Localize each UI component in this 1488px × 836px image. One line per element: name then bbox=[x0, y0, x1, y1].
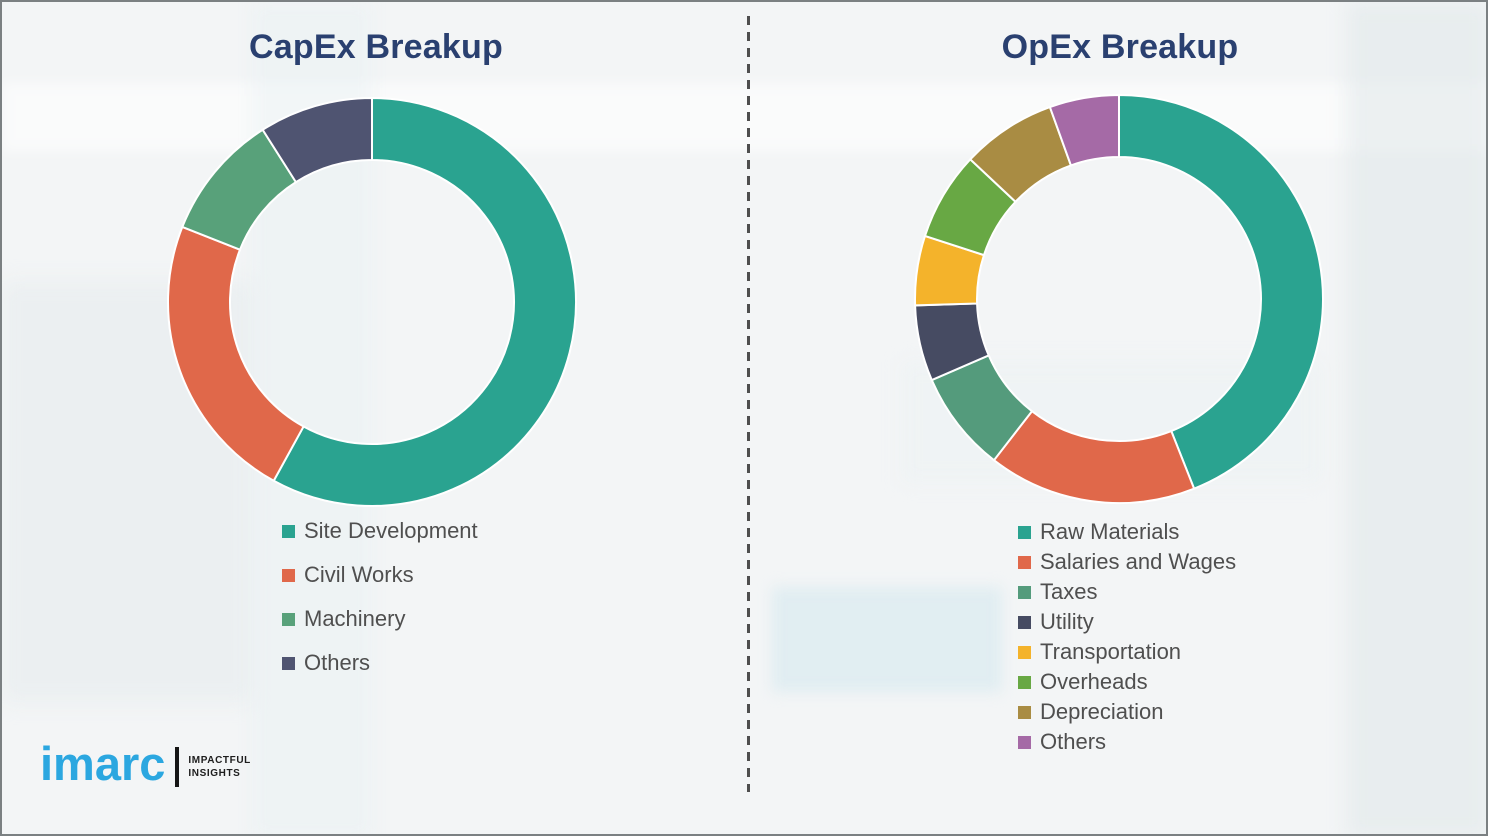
legend-swatch-icon bbox=[1018, 585, 1031, 599]
legend-label: Civil Works bbox=[304, 562, 414, 587]
legend-label: Salaries and Wages bbox=[1040, 549, 1237, 574]
donut-segment-raw-materials bbox=[1118, 93, 1324, 490]
legend-item-utility: Utility bbox=[1018, 607, 1236, 637]
legend-swatch-icon bbox=[1018, 705, 1031, 719]
background-texture bbox=[1347, 2, 1486, 834]
legend-item-raw-materials: Raw Materials bbox=[1018, 517, 1236, 547]
legend-item-transportation: Transportation bbox=[1018, 637, 1236, 667]
imarc-tagline-line2: INSIGHTS bbox=[188, 767, 241, 779]
legend-label: Others bbox=[304, 650, 371, 675]
legend-label: Taxes bbox=[1040, 579, 1098, 604]
legend-item-overheads: Overheads bbox=[1018, 667, 1236, 697]
imarc-tagline-line1: IMPACTFUL bbox=[188, 754, 251, 766]
legend-swatch-icon bbox=[282, 612, 295, 626]
capex-donut-chart bbox=[167, 96, 577, 507]
imarc-logo-wordmark: imarc bbox=[40, 737, 166, 790]
imarc-logo-tagline: IMPACTFUL INSIGHTS bbox=[188, 754, 250, 780]
legend-swatch-icon bbox=[1018, 735, 1031, 749]
legend-item-others-opex: Others bbox=[1018, 727, 1236, 757]
legend-swatch-icon bbox=[1018, 525, 1031, 539]
legend-label: Machinery bbox=[304, 606, 406, 631]
legend-item-machinery: Machinery bbox=[282, 597, 478, 641]
legend-item-civil-works: Civil Works bbox=[282, 553, 478, 597]
legend-item-salaries-and-wages: Salaries and Wages bbox=[1018, 547, 1236, 577]
imarc-logo: imarc IMPACTFUL INSIGHTS bbox=[40, 740, 251, 787]
opex-donut-chart bbox=[914, 93, 1324, 504]
legend-label: Overheads bbox=[1040, 669, 1148, 694]
capex-chart-title: CapEx Breakup bbox=[249, 28, 503, 66]
legend-item-taxes: Taxes bbox=[1018, 577, 1236, 607]
legend-label: Raw Materials bbox=[1040, 519, 1180, 544]
donut-segment-salaries-and-wages bbox=[992, 409, 1196, 504]
donut-segment-others bbox=[261, 96, 373, 184]
donut-segment-others bbox=[1048, 93, 1120, 167]
legend-label: Transportation bbox=[1040, 639, 1182, 664]
dashed-divider bbox=[747, 16, 750, 792]
legend-swatch-icon bbox=[282, 656, 295, 670]
legend-item-site-development: Site Development bbox=[282, 509, 478, 553]
legend-label: Utility bbox=[1040, 609, 1094, 634]
legend-item-depreciation: Depreciation bbox=[1018, 697, 1236, 727]
legend-swatch-icon bbox=[1018, 675, 1031, 689]
legend-item-others-capex: Others bbox=[282, 641, 478, 685]
opex-chart-title: OpEx Breakup bbox=[1001, 28, 1239, 66]
donut-segment-site-development bbox=[272, 96, 577, 507]
background-texture bbox=[772, 587, 1002, 692]
capex-legend: Site Development Civil Works Machinery O… bbox=[282, 509, 478, 685]
legend-label: Others bbox=[1040, 729, 1107, 754]
legend-swatch-icon bbox=[282, 568, 295, 582]
opex-legend: Raw Materials Salaries and Wages Taxes U… bbox=[1018, 517, 1236, 757]
imarc-logo-divider-bar bbox=[175, 746, 180, 787]
donut-segment-civil-works bbox=[167, 225, 305, 483]
legend-label: Site Development bbox=[304, 518, 478, 543]
legend-swatch-icon bbox=[1018, 645, 1031, 659]
legend-swatch-icon bbox=[1018, 615, 1031, 629]
legend-label: Depreciation bbox=[1040, 699, 1164, 724]
legend-swatch-icon bbox=[1018, 555, 1031, 569]
legend-swatch-icon bbox=[282, 524, 295, 538]
